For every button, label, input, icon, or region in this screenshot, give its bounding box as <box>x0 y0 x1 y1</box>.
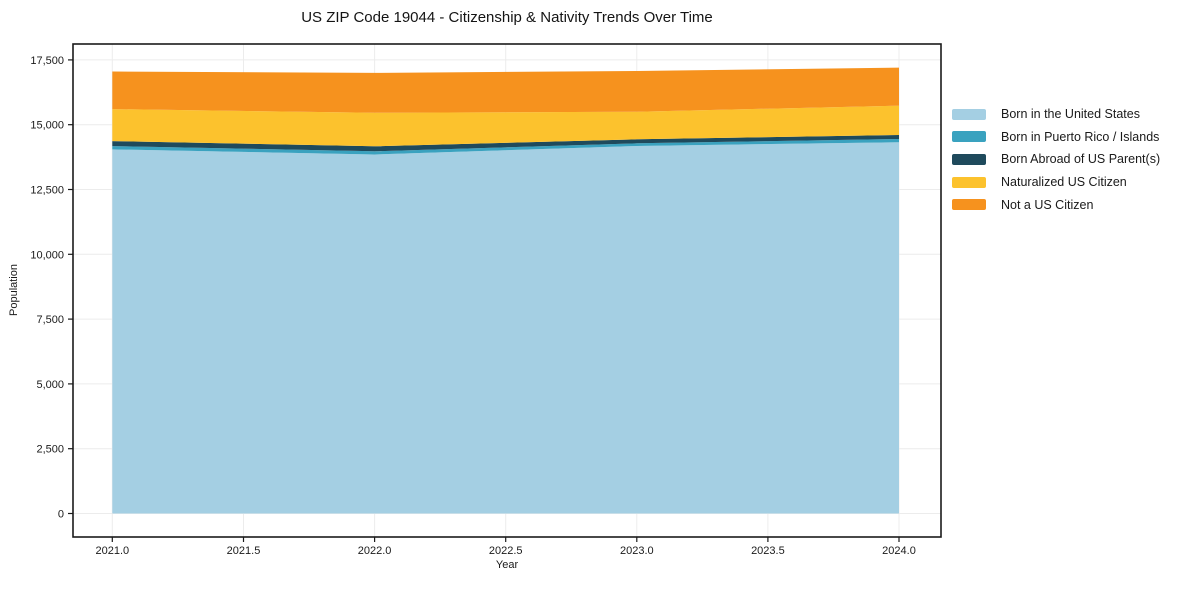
legend-item: Born in the United States <box>952 103 1160 126</box>
y-tick-label: 2,500 <box>36 444 64 456</box>
legend-label: Born in the United States <box>1001 107 1140 122</box>
y-tick-label: 12,500 <box>30 185 64 197</box>
y-tick-label: 17,500 <box>30 55 64 67</box>
legend-swatch <box>952 199 986 211</box>
area-series-3 <box>112 135 900 152</box>
chart-title: US ZIP Code 19044 - Citizenship & Nativi… <box>301 9 713 26</box>
x-tick-label: 2021.0 <box>95 545 129 557</box>
x-tick-label: 2021.5 <box>227 545 261 557</box>
legend-swatch <box>952 176 986 188</box>
legend-label: Not a US Citizen <box>1001 197 1094 212</box>
y-tick-label: 7,500 <box>36 314 64 326</box>
legend-swatch <box>952 131 986 143</box>
x-tick-label: 2023.5 <box>751 545 785 557</box>
plot-border <box>72 43 942 538</box>
x-tick-label: 2024.0 <box>882 545 916 557</box>
legend-label: Born in Puerto Rico / Islands <box>1001 129 1160 144</box>
y-tick-label: 15,000 <box>30 120 64 132</box>
y-tick-label: 0 <box>58 509 64 521</box>
y-axis-label: Population <box>8 264 20 316</box>
area-series-5 <box>112 67 900 113</box>
legend-item: Not a US Citizen <box>952 193 1160 216</box>
y-tick-label: 10,000 <box>30 249 64 261</box>
x-tick-label: 2022.0 <box>358 545 392 557</box>
x-tick-label: 2022.5 <box>489 545 523 557</box>
area-series-2 <box>112 139 900 155</box>
legend-item: Born Abroad of US Parent(s) <box>952 148 1160 171</box>
legend-swatch <box>952 108 986 120</box>
y-tick-label: 5,000 <box>36 379 64 391</box>
area-series-1 <box>112 142 900 514</box>
legend-swatch <box>952 153 986 165</box>
legend-label: Born Abroad of US Parent(s) <box>1001 152 1161 167</box>
legend-item: Born in Puerto Rico / Islands <box>952 126 1160 149</box>
area-series-4 <box>112 105 900 147</box>
legend: Born in the United States Born in Puerto … <box>952 103 1160 216</box>
legend-item: Naturalized US Citizen <box>952 171 1160 194</box>
x-tick-label: 2023.0 <box>620 545 654 557</box>
legend-label: Naturalized US Citizen <box>1001 175 1127 190</box>
x-axis-label: Year <box>495 559 519 571</box>
